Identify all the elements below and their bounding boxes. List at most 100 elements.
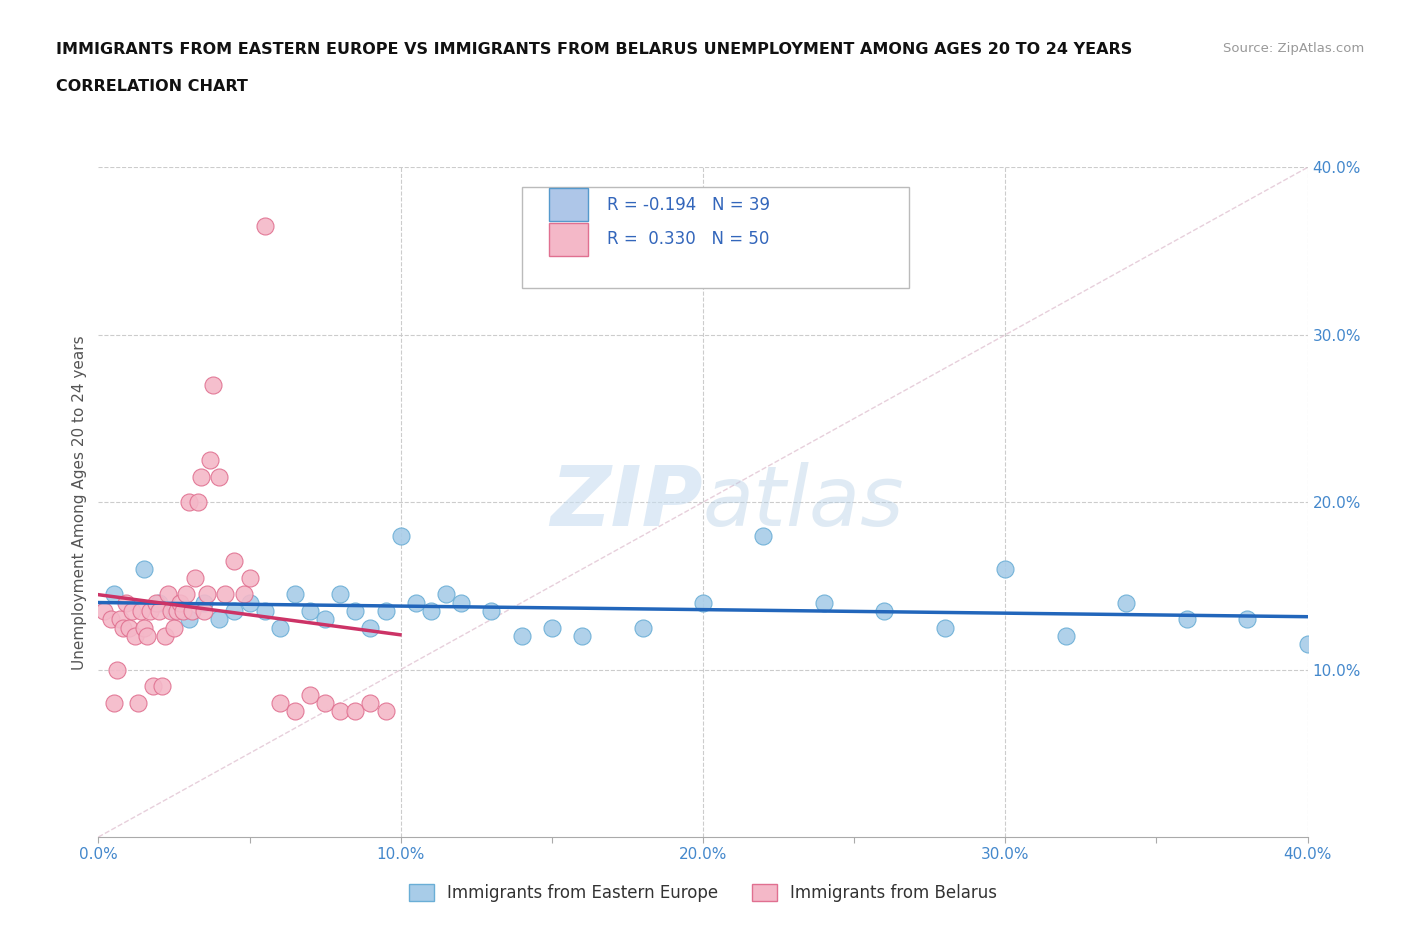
Point [1236, 612, 1258, 627]
Point [103, 587, 125, 602]
Point [1054, 629, 1077, 644]
Point [239, 595, 262, 610]
Text: ZIP: ZIP [550, 461, 703, 543]
Point [329, 704, 352, 719]
Point [214, 587, 236, 602]
Text: R =  0.330   N = 50: R = 0.330 N = 50 [607, 231, 770, 248]
Point [510, 629, 533, 644]
Point [103, 696, 125, 711]
Point [360, 696, 382, 711]
Point [187, 495, 209, 510]
Point [150, 679, 173, 694]
Point [124, 629, 146, 644]
Point [239, 570, 262, 585]
Point [163, 620, 186, 635]
Point [232, 587, 254, 602]
Point [181, 604, 204, 618]
Point [142, 679, 165, 694]
Point [208, 470, 231, 485]
Point [314, 696, 336, 711]
FancyBboxPatch shape [550, 223, 588, 256]
Point [329, 587, 352, 602]
Point [202, 378, 225, 392]
Point [135, 629, 157, 644]
Point [129, 604, 152, 618]
Point [813, 595, 835, 610]
Text: R = -0.194   N = 39: R = -0.194 N = 39 [607, 195, 770, 214]
Point [148, 595, 170, 610]
Point [179, 612, 201, 627]
Point [1175, 612, 1198, 627]
Point [184, 570, 207, 585]
Point [450, 595, 472, 610]
Text: IMMIGRANTS FROM EASTERN EUROPE VS IMMIGRANTS FROM BELARUS UNEMPLOYMENT AMONG AGE: IMMIGRANTS FROM EASTERN EUROPE VS IMMIGR… [56, 42, 1132, 57]
Point [100, 612, 122, 627]
Point [174, 587, 197, 602]
Point [156, 587, 179, 602]
Point [434, 587, 457, 602]
Point [139, 604, 162, 618]
Point [389, 528, 412, 543]
Point [299, 604, 322, 618]
Point [132, 562, 155, 577]
Point [114, 595, 136, 610]
Point [160, 604, 183, 618]
Text: CORRELATION CHART: CORRELATION CHART [56, 79, 247, 94]
Point [873, 604, 896, 618]
Point [269, 620, 291, 635]
Point [253, 219, 276, 233]
Point [224, 604, 246, 618]
FancyBboxPatch shape [522, 188, 908, 288]
Point [1115, 595, 1137, 610]
Point [344, 604, 367, 618]
Point [571, 629, 593, 644]
Point [299, 687, 322, 702]
Point [111, 620, 134, 635]
Point [163, 604, 186, 618]
Point [200, 453, 222, 468]
Point [284, 704, 307, 719]
Point [193, 595, 215, 610]
Point [344, 704, 367, 719]
Point [169, 595, 191, 610]
Point [420, 604, 443, 618]
Point [118, 620, 141, 635]
Legend: Immigrants from Eastern Europe, Immigrants from Belarus: Immigrants from Eastern Europe, Immigran… [402, 878, 1004, 909]
Point [148, 604, 170, 618]
Y-axis label: Unemployment Among Ages 20 to 24 years: Unemployment Among Ages 20 to 24 years [72, 335, 87, 670]
Text: atlas: atlas [703, 461, 904, 543]
Point [692, 595, 714, 610]
Point [190, 470, 212, 485]
Point [934, 620, 956, 635]
Point [93, 604, 115, 618]
Point [208, 612, 231, 627]
Point [166, 604, 188, 618]
Point [374, 704, 396, 719]
Point [145, 595, 167, 610]
Point [374, 604, 396, 618]
Point [284, 587, 307, 602]
Point [132, 620, 155, 635]
Point [195, 587, 218, 602]
Point [179, 495, 201, 510]
Point [1296, 637, 1319, 652]
Point [540, 620, 562, 635]
FancyBboxPatch shape [550, 188, 588, 221]
Point [405, 595, 427, 610]
Point [752, 528, 775, 543]
Point [121, 604, 143, 618]
Point [153, 629, 176, 644]
Point [172, 604, 194, 618]
Point [193, 604, 215, 618]
Point [127, 696, 149, 711]
Point [631, 620, 654, 635]
Point [224, 553, 246, 568]
Point [994, 562, 1017, 577]
Point [105, 662, 128, 677]
Point [481, 604, 503, 618]
Point [269, 696, 291, 711]
Point [253, 604, 276, 618]
Point [108, 612, 131, 627]
Point [314, 612, 336, 627]
Point [360, 620, 382, 635]
